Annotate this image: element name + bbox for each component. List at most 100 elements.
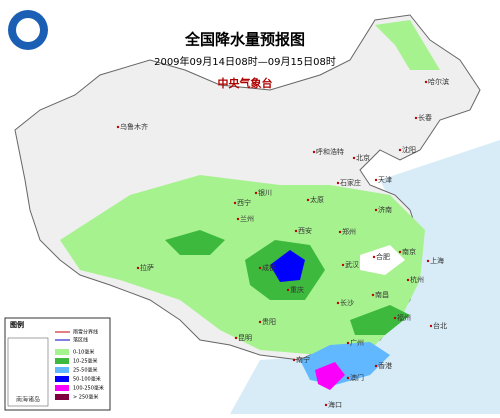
rain-area-light — [60, 175, 425, 355]
city-dot — [346, 376, 350, 380]
city-label: 郑州 — [342, 228, 356, 236]
city-label: 拉萨 — [140, 263, 154, 272]
city-dot — [393, 316, 397, 320]
city-dot — [406, 278, 410, 282]
city-dot — [346, 341, 350, 345]
map-period: 2009年09月14日08时—09月15日08时 — [154, 55, 336, 68]
inset-box — [7, 337, 49, 407]
agency-logo-inner — [16, 18, 40, 42]
legend-label: 0-10毫米 — [73, 349, 94, 356]
rain-area-mid — [350, 305, 410, 335]
city-dot — [426, 259, 430, 263]
legend-label: 100-250毫米 — [73, 385, 104, 392]
city-label: 武汉 — [345, 260, 359, 269]
city-label: 南宁 — [296, 355, 310, 364]
legend-label: 50-100毫米 — [73, 376, 101, 383]
legend-line-label: 落区线 — [73, 337, 88, 344]
city-label: 台北 — [433, 321, 447, 330]
city-label: 沈阳 — [402, 145, 416, 154]
city-label: 合肥 — [376, 252, 390, 261]
legend-label: > 250毫米 — [73, 394, 98, 401]
legend-label: 10-25毫米 — [73, 358, 98, 365]
city-label: 昆明 — [238, 334, 252, 342]
city-dot — [424, 80, 428, 84]
city-dot — [352, 156, 356, 160]
rain-area-storm — [315, 362, 345, 390]
city-dot — [374, 208, 378, 212]
map-title: 全国降水量预报图 — [184, 31, 305, 49]
city-dot — [398, 250, 402, 254]
city-label: 太原 — [310, 195, 324, 204]
city-label: 石家庄 — [340, 178, 361, 187]
city-label: 香港 — [378, 361, 392, 370]
city-label: 南京 — [402, 247, 416, 256]
city-dot — [236, 217, 240, 221]
city-dot — [371, 293, 375, 297]
legend-swatch — [55, 367, 69, 373]
city-dot — [414, 116, 418, 120]
legend-swatch — [55, 349, 69, 355]
city-label: 长春 — [418, 113, 432, 122]
city-dot — [338, 230, 342, 234]
rain-area-heavy — [270, 250, 305, 282]
city-dot — [398, 148, 402, 152]
city-dot — [234, 336, 238, 340]
city-dot — [294, 229, 298, 233]
city-label: 乌鲁木齐 — [120, 122, 148, 131]
inset-label: 南海诸岛 — [16, 396, 40, 404]
city-label: 杭州 — [410, 275, 424, 284]
city-dot — [429, 324, 433, 328]
city-dot — [341, 263, 345, 267]
city-dot — [336, 301, 340, 305]
city-label: 天津 — [378, 176, 392, 184]
city-label: 贵阳 — [262, 317, 276, 326]
legend-line-label: 雨雪分界线 — [73, 329, 98, 336]
city-dot — [374, 178, 378, 182]
legend-swatch — [55, 394, 69, 400]
city-label: 重庆 — [290, 285, 304, 294]
sea — [230, 140, 500, 414]
city-dot — [312, 150, 316, 154]
dry-area — [360, 245, 405, 275]
city-dot — [374, 364, 378, 368]
rain-area-mid — [165, 230, 225, 255]
city-label: 西宁 — [237, 198, 251, 207]
map-agency: 中央气象台 — [218, 76, 273, 90]
city-label: 长沙 — [340, 298, 354, 307]
city-label: 哈尔滨 — [428, 77, 449, 86]
city-dot — [258, 320, 262, 324]
city-dot — [324, 403, 328, 407]
city-label: 呼和浩特 — [316, 147, 344, 156]
city-label: 成都 — [262, 263, 276, 272]
city-dot — [306, 198, 310, 202]
city-label: 兰州 — [240, 214, 254, 223]
rain-area-light — [375, 20, 440, 70]
city-dot — [116, 125, 120, 129]
legend-swatch — [55, 358, 69, 364]
legend-label: 25-50毫米 — [73, 367, 98, 374]
city-label: 澳门 — [350, 373, 364, 382]
city-dot — [372, 255, 376, 259]
city-label: 西安 — [298, 226, 312, 235]
city-label: 北京 — [356, 153, 370, 162]
city-dot — [254, 191, 258, 195]
city-label: 海口 — [328, 400, 342, 409]
city-label: 福州 — [397, 313, 411, 322]
city-label: 济南 — [378, 205, 392, 214]
city-dot — [336, 181, 340, 185]
city-dot — [292, 358, 296, 362]
city-dot — [258, 266, 262, 270]
city-label: 上海 — [430, 256, 444, 265]
legend-title: 图例 — [10, 320, 24, 329]
city-label: 银川 — [258, 188, 272, 197]
city-label: 广州 — [350, 338, 364, 347]
city-dot — [286, 288, 290, 292]
city-dot — [233, 201, 237, 205]
legend-swatch — [55, 385, 69, 391]
city-dot — [136, 266, 140, 270]
legend-swatch — [55, 376, 69, 382]
